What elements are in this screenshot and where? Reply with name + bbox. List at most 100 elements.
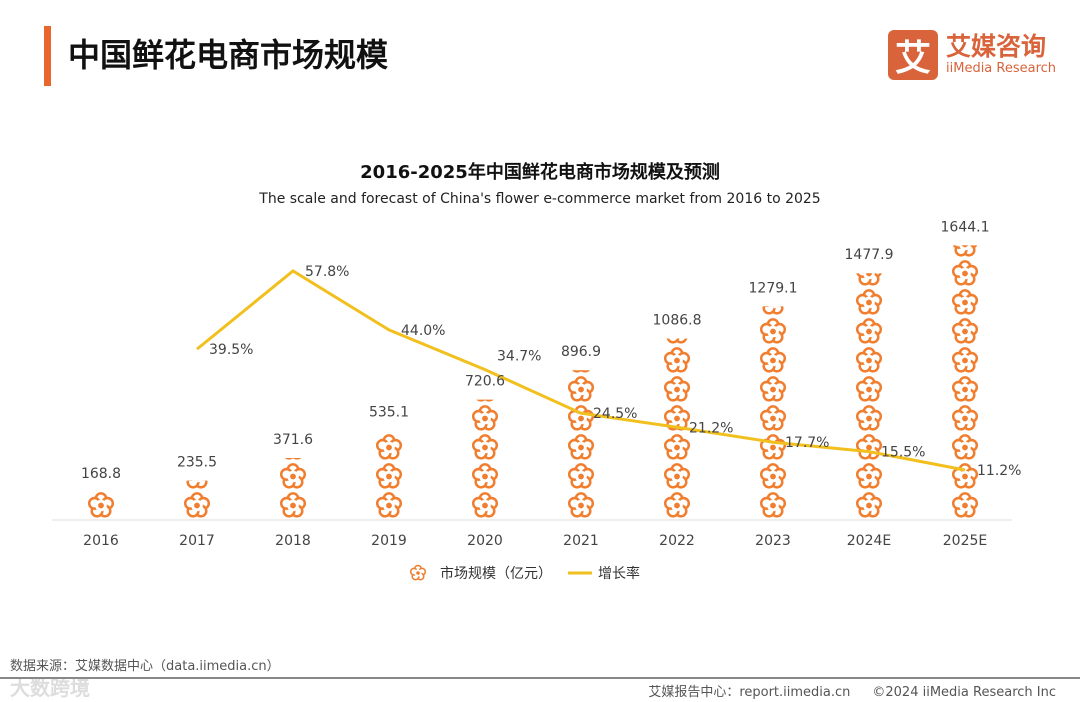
chart: 168.8 2016 235.5 2017 371.6 2018 535.1 2019 720.… xyxy=(52,219,1021,582)
bar-2023 xyxy=(759,306,787,518)
x-tick-label: 2018 xyxy=(275,533,311,549)
flower-icon xyxy=(855,318,883,344)
legend-bar-label: 市场规模（亿元） xyxy=(440,565,552,582)
line-value-label: 24.5% xyxy=(593,406,637,422)
source-note: 数据来源：艾媒数据中心（data.iimedia.cn） xyxy=(10,659,280,674)
flower-icon xyxy=(471,492,499,518)
x-tick-label: 2019 xyxy=(371,533,407,549)
flower-icon xyxy=(855,492,883,518)
flower-icon xyxy=(567,376,595,402)
legend-flower-icon xyxy=(409,564,427,581)
bar-2016 xyxy=(87,492,115,518)
flower-icon xyxy=(951,376,979,402)
flower-icon xyxy=(471,434,499,460)
title-accent-bar xyxy=(44,26,51,86)
footer: 艾媒报告中心：report.iimedia.cn ©2024 iiMedia Re… xyxy=(626,681,1056,700)
x-tick-label: 2016 xyxy=(83,533,119,549)
flower-icon xyxy=(279,492,307,518)
line-value-label: 17.7% xyxy=(785,435,829,451)
bar-value-label: 168.8 xyxy=(81,466,121,482)
flower-icon xyxy=(855,405,883,431)
flower-icon xyxy=(663,463,691,489)
flower-icon xyxy=(759,318,787,344)
flower-icon xyxy=(279,463,307,489)
bar-2020 xyxy=(471,399,499,518)
flower-icon xyxy=(759,434,787,460)
growth-rate-line xyxy=(196,269,966,472)
flower-icon xyxy=(663,347,691,373)
flower-icon xyxy=(855,434,883,460)
flower-icon xyxy=(855,463,883,489)
line-value-label: 15.5% xyxy=(881,445,925,461)
flower-icon xyxy=(183,492,211,518)
bar-value-label: 371.6 xyxy=(273,432,313,448)
flower-icon xyxy=(663,434,691,460)
line-value-label: 57.8% xyxy=(305,264,349,280)
flower-icon xyxy=(855,376,883,402)
flower-icon xyxy=(663,492,691,518)
flower-icon xyxy=(759,405,787,431)
flower-icon xyxy=(855,289,883,315)
logo-en: iiMedia Research xyxy=(946,61,1057,76)
bar-2022 xyxy=(663,338,691,518)
flower-icon xyxy=(855,273,883,286)
line-value-label: 44.0% xyxy=(401,323,445,339)
flower-icon xyxy=(375,463,403,489)
flower-icon xyxy=(951,260,979,286)
flower-icon xyxy=(951,492,979,518)
x-tick-label: 2021 xyxy=(563,533,599,549)
legend-line-label: 增长率 xyxy=(598,565,640,582)
footer-divider xyxy=(0,677,1080,679)
watermark: 大数跨境 xyxy=(10,676,90,700)
flower-icon xyxy=(855,347,883,373)
x-tick-label: 2023 xyxy=(755,533,791,549)
bar-value-label: 1086.8 xyxy=(653,313,702,329)
line-value-label: 34.7% xyxy=(497,349,541,365)
flower-icon xyxy=(951,245,979,257)
bar-2021 xyxy=(567,370,595,518)
flower-icon xyxy=(567,492,595,518)
line-value-label: 11.2% xyxy=(977,463,1021,479)
x-tick-label: 2020 xyxy=(467,533,503,549)
flower-icon xyxy=(567,463,595,489)
logo-icon: 艾 xyxy=(888,30,938,80)
chart-title: 2016-2025年中国鲜花电商市场规模及预测 xyxy=(360,162,720,183)
bar-2017 xyxy=(183,480,211,518)
logo: 艾 艾媒咨询 iiMedia Research xyxy=(888,30,1056,80)
flower-icon xyxy=(759,376,787,402)
flower-icon xyxy=(951,405,979,431)
flower-icon xyxy=(567,434,595,460)
report-link[interactable]: 艾媒报告中心：report.iimedia.cn xyxy=(648,685,851,700)
line-value-label: 21.2% xyxy=(689,420,733,436)
bar-value-label: 535.1 xyxy=(369,405,409,421)
bar-2019 xyxy=(375,434,403,518)
x-tick-label: 2025E xyxy=(943,533,987,549)
x-tick-label: 2022 xyxy=(659,533,695,549)
bar-2025E xyxy=(951,245,979,518)
flower-icon xyxy=(951,347,979,373)
bar-value-label: 1477.9 xyxy=(845,247,894,263)
flower-icon xyxy=(951,289,979,315)
flower-icon xyxy=(663,376,691,402)
line-value-label: 39.5% xyxy=(209,342,253,358)
bar-value-label: 1279.1 xyxy=(749,280,798,296)
flower-icon xyxy=(951,434,979,460)
bar-value-label: 235.5 xyxy=(177,455,217,471)
x-tick-label: 2024E xyxy=(847,533,891,549)
flower-icon xyxy=(471,405,499,431)
bar-value-label: 720.6 xyxy=(465,374,505,390)
bar-value-label: 896.9 xyxy=(561,344,601,360)
flower-icon xyxy=(87,492,115,518)
flower-icon xyxy=(471,463,499,489)
flower-icon xyxy=(375,492,403,518)
logo-cn: 艾媒咨询 xyxy=(946,32,1047,61)
legend: 市场规模（亿元） 增长率 xyxy=(409,564,640,582)
flower-icon xyxy=(759,492,787,518)
chart-subtitle: The scale and forecast of China's flower… xyxy=(259,191,821,207)
flower-icon xyxy=(759,347,787,373)
bar-value-label: 1644.1 xyxy=(941,219,990,235)
copyright: ©2024 iiMedia Research Inc xyxy=(872,685,1056,700)
flower-icon xyxy=(375,434,403,460)
flower-icon xyxy=(951,318,979,344)
bar-2024E xyxy=(855,273,883,518)
